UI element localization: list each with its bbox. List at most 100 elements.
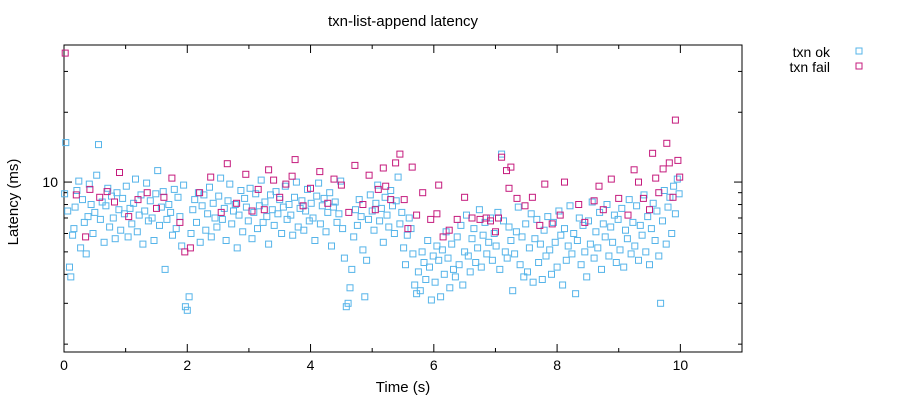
txn-ok-point — [239, 228, 247, 236]
txn-fail-point — [461, 193, 469, 201]
txn-ok-point — [178, 242, 186, 250]
txn-ok-point — [470, 225, 478, 233]
txn-ok-point — [169, 231, 176, 239]
txn-ok-point — [265, 240, 273, 248]
txn-fail-point — [265, 166, 273, 174]
txn-ok-point — [79, 196, 86, 204]
txn-ok-point — [237, 187, 245, 194]
txn-ok-point — [157, 203, 165, 211]
txn-ok-point — [647, 225, 655, 233]
txn-fail-point — [665, 159, 673, 167]
txn-ok-point — [102, 202, 110, 210]
txn-ok-point — [170, 185, 178, 193]
txn-ok-point — [614, 215, 622, 223]
txn-ok-point — [132, 175, 139, 183]
txn-ok-point — [67, 273, 75, 281]
txn-ok-point — [329, 203, 337, 211]
txn-ok-point — [437, 293, 445, 301]
txn-ok-point — [283, 215, 291, 223]
txn-ok-point — [207, 233, 215, 241]
txn-ok-point — [315, 179, 323, 187]
txn-ok-point — [196, 238, 204, 246]
txn-ok-point — [583, 273, 591, 281]
txn-ok-point — [555, 207, 563, 215]
txn-ok-point — [622, 226, 629, 234]
txn-ok-point — [402, 261, 409, 269]
txn-fail-point — [649, 149, 657, 157]
txn-fail-point — [176, 218, 184, 226]
txn-ok-point — [422, 276, 430, 283]
txn-fail-point — [242, 170, 250, 178]
txn-ok-point — [91, 208, 99, 216]
txn-ok-point — [66, 263, 73, 271]
txn-fail-point — [607, 175, 615, 183]
txn-fail-point — [160, 193, 168, 201]
txn-ok-point — [309, 214, 317, 222]
txn-fail-point — [400, 196, 408, 204]
txn-ok-point — [89, 230, 97, 237]
txn-ok-point — [75, 177, 83, 185]
txn-fail-point — [217, 208, 225, 216]
y-tick-label: 10 — [42, 174, 58, 190]
legend-marker-txn-ok — [855, 47, 863, 55]
txn-ok-point — [152, 190, 160, 198]
txn-ok-point — [124, 233, 132, 241]
txn-fail-point — [505, 184, 513, 192]
txn-fail-point — [646, 206, 653, 214]
txn-ok-point — [365, 215, 372, 223]
txn-ok-point — [242, 203, 250, 211]
txn-ok-point — [438, 246, 446, 254]
txn-fail-point — [427, 215, 435, 223]
txn-fail-point — [153, 204, 160, 212]
txn-ok-point — [291, 193, 298, 201]
txn-fail-point — [371, 206, 379, 214]
txn-fail-point — [379, 164, 387, 172]
txn-fail-point — [655, 189, 663, 197]
txn-ok-point — [165, 201, 173, 208]
txn-fail-point — [351, 161, 359, 169]
txn-fail-point — [86, 185, 94, 193]
txn-ok-point — [411, 281, 419, 289]
txn-fail-point — [453, 215, 461, 223]
txn-fail-point — [630, 166, 638, 174]
txn-ok-point — [244, 217, 252, 225]
txn-ok-point — [638, 231, 646, 239]
txn-ok-point — [485, 238, 493, 246]
txn-ok-point — [183, 306, 191, 314]
txn-ok-point — [180, 181, 188, 189]
txn-ok-point — [187, 230, 195, 237]
txn-fail-point — [581, 218, 589, 226]
txn-ok-point — [69, 231, 77, 239]
txn-ok-point — [605, 252, 613, 260]
plot-border — [63, 44, 743, 353]
txn-fail-point — [254, 185, 262, 193]
txn-fail-point — [556, 211, 564, 219]
txn-ok-point — [590, 254, 598, 262]
txn-fail-point — [676, 173, 684, 181]
txn-fail-point — [345, 208, 353, 216]
txn-ok-point — [348, 265, 356, 273]
txn-ok-point — [100, 238, 108, 246]
txn-fail-point — [495, 214, 502, 222]
y-axis-ticks: 10 — [42, 70, 742, 345]
txn-ok-point — [564, 242, 572, 250]
txn-ok-point — [135, 211, 143, 219]
txn-ok-point — [409, 250, 417, 258]
series-txn-ok — [61, 139, 683, 314]
txn-fail-point — [590, 197, 598, 205]
txn-ok-point — [544, 213, 552, 221]
txn-ok-point — [398, 208, 406, 216]
txn-ok-point — [542, 252, 550, 260]
x-tick-label: 0 — [60, 357, 68, 373]
txn-ok-point — [167, 208, 175, 216]
txn-ok-point — [211, 214, 219, 222]
txn-ok-point — [586, 240, 594, 248]
txn-ok-point — [111, 235, 119, 243]
txn-ok-point — [477, 263, 485, 271]
txn-ok-point — [535, 259, 543, 266]
txn-ok-point — [588, 198, 596, 206]
txn-ok-point — [150, 237, 158, 244]
txn-ok-point — [507, 237, 515, 244]
txn-ok-point — [446, 284, 454, 292]
